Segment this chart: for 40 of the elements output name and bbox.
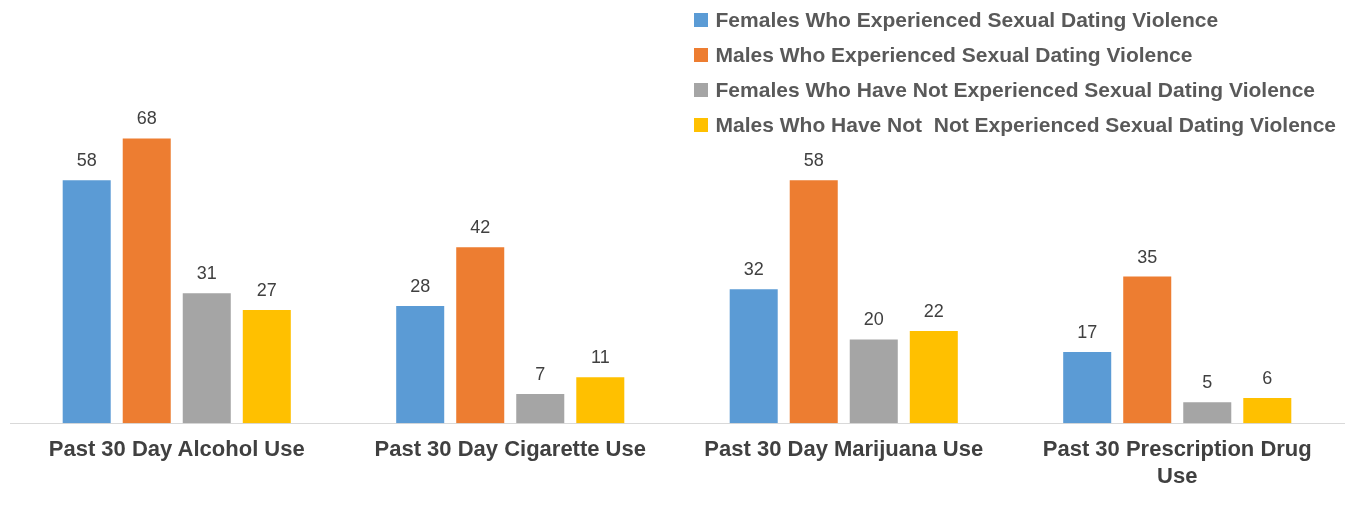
bar: [1243, 398, 1292, 424]
legend-label: Males Who Experienced Sexual Dating Violence: [715, 42, 1193, 67]
data-label: 5: [1202, 372, 1213, 393]
data-label: 31: [196, 263, 217, 284]
data-label: 68: [136, 108, 157, 129]
x-tick-label: Past 30 Day Marijuana Use: [704, 436, 984, 462]
bar: [182, 293, 231, 424]
data-label: 35: [1137, 246, 1158, 267]
bar: [62, 180, 111, 424]
bar: [1123, 276, 1172, 424]
bar: [1183, 402, 1232, 424]
data-label: 17: [1077, 321, 1098, 342]
bar: [122, 138, 171, 424]
bar: [729, 289, 778, 424]
bar: [516, 393, 565, 424]
data-label: 20: [863, 309, 884, 330]
data-label: 28: [410, 275, 431, 296]
bar: [909, 331, 958, 424]
bar: [789, 180, 838, 424]
legend-label: Males Who Have Not Not Experienced Sexual Dating Violence: [715, 112, 1336, 137]
x-tick-label: Past 30 Prescription Drug Use: [1042, 436, 1312, 488]
x-tick-label: Past 30 Day Cigarette Use: [374, 436, 646, 462]
bar: [242, 310, 291, 424]
data-label: 58: [76, 150, 97, 171]
legend-label: Females Who Have Not Experienced Sexual Dating Violence: [715, 77, 1316, 102]
data-label: 58: [803, 150, 824, 171]
data-label: 6: [1262, 368, 1273, 389]
data-label: 27: [256, 280, 277, 301]
bar: [1063, 351, 1112, 424]
data-label: 42: [470, 217, 491, 238]
bar: [396, 305, 445, 424]
bar: [456, 247, 505, 424]
x-tick-label: Past 30 Day Alcohol Use: [48, 436, 305, 462]
data-label: 7: [535, 363, 546, 384]
bar: [849, 339, 898, 424]
legend-label: Females Who Experienced Sexual Dating Violence: [715, 7, 1219, 32]
data-label: 32: [743, 259, 764, 280]
bar: [576, 377, 625, 424]
data-label: 11: [590, 347, 610, 368]
data-label: 22: [923, 301, 944, 322]
